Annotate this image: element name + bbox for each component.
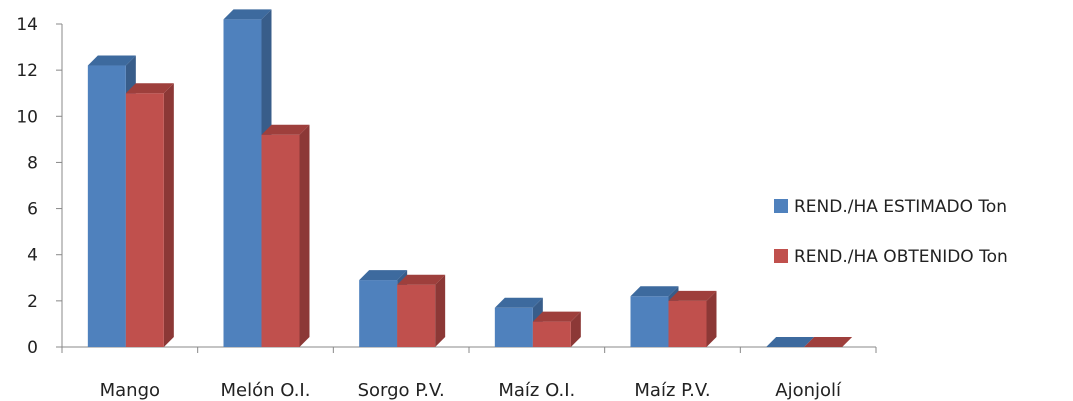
legend-swatch [774,199,788,213]
legend: REND./HA ESTIMADO Ton REND./HA OBTENIDO T… [774,197,1008,267]
x-tick-label: Melón O.I. [221,380,311,401]
legend-label: REND./HA ESTIMADO Ton [794,197,1007,217]
x-tick-label: Maíz O.I. [498,380,575,401]
legend-swatch [774,249,788,263]
bar-obtenido [125,83,174,347]
y-tick-label: 10 [16,107,38,127]
bar-obtenido [532,311,581,347]
x-tick-label: Maíz P.V. [634,380,710,401]
bar-obtenido [397,274,446,347]
axes [56,23,877,353]
y-tick-label: 8 [27,153,38,173]
bar-obtenido [668,290,717,347]
y-tick-label: 12 [16,61,38,81]
bar-estimado [766,337,815,347]
y-tick-label: 2 [27,292,38,312]
y-tick-label: 6 [27,200,38,220]
legend-entry: REND./HA OBTENIDO Ton [774,247,1008,267]
y-tick-label: 14 [16,15,38,35]
labels: 0 2 4 6 8 10 12 14 Mango Melón O.I. Sorgo P.V. Maíz… [16,15,842,401]
legend-label: REND./HA OBTENIDO Ton [794,247,1008,267]
y-tick-label: 0 [27,338,38,358]
x-tick-label: Sorgo P.V. [358,380,445,401]
bars [87,9,853,348]
bar-obtenido [261,124,310,347]
y-tick-label: 4 [27,246,38,266]
x-tick-label: Ajonjolí [775,380,842,401]
legend-entry: REND./HA ESTIMADO Ton [774,197,1007,217]
bar-obtenido [804,337,853,347]
x-tick-label: Mango [100,380,160,401]
